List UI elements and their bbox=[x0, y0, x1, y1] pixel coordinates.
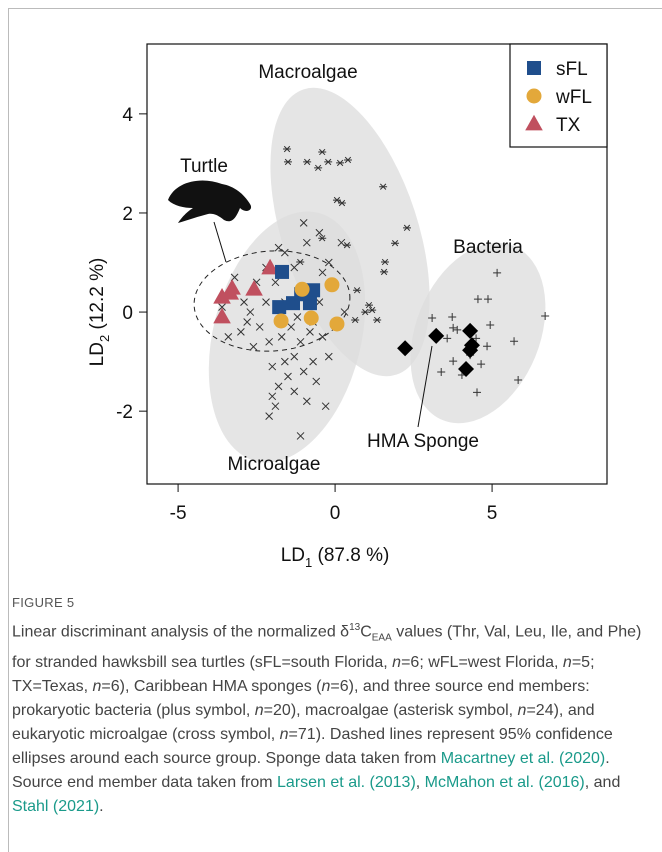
turtle-silhouette bbox=[168, 181, 251, 223]
square-marker bbox=[275, 265, 289, 279]
figure-caption: Linear discriminant analysis of the norm… bbox=[12, 616, 642, 819]
legend-label: wFL bbox=[555, 87, 592, 108]
y-label-rest: (12.2 %) bbox=[87, 258, 108, 335]
x-label-sub: 1 bbox=[305, 555, 312, 570]
y-label-main: LD bbox=[87, 342, 108, 366]
circle-marker bbox=[304, 311, 319, 326]
citation-link[interactable]: Larsen et al. (2013) bbox=[277, 774, 416, 791]
y-tick-label: -2 bbox=[116, 402, 133, 423]
legend-label: sFL bbox=[556, 59, 588, 80]
caption-text: n bbox=[280, 726, 289, 743]
caption-text: C bbox=[360, 623, 372, 640]
citation-link[interactable]: Stahl (2021) bbox=[12, 798, 99, 815]
annotation: Bacteria bbox=[453, 237, 523, 258]
annotation: HMA Sponge bbox=[367, 431, 479, 452]
circle-marker bbox=[274, 313, 289, 328]
x-axis-label: LD1 (87.8 %) bbox=[281, 545, 390, 570]
y-tick-label: 0 bbox=[122, 303, 133, 324]
y-axis-label: LD2 (12.2 %) bbox=[87, 258, 112, 367]
caption-text: EAA bbox=[372, 633, 392, 644]
caption-text: Linear discriminant analysis of the norm… bbox=[12, 623, 349, 640]
annotation: Macroalgae bbox=[258, 62, 357, 83]
y-tick-label: 4 bbox=[122, 105, 133, 126]
figure-label: FIGURE 5 bbox=[12, 595, 74, 610]
citation-link[interactable]: McMahon et al. (2016) bbox=[425, 774, 585, 791]
x-tick-label: -5 bbox=[170, 503, 187, 524]
annotation: Microalgae bbox=[228, 454, 321, 475]
caption-text: , bbox=[416, 774, 425, 791]
caption-text: 13 bbox=[349, 622, 360, 633]
chart: Macroalgae Turtle Bacteria HMA Sponge Mi… bbox=[0, 0, 662, 580]
caption-text: n bbox=[392, 654, 401, 671]
y-tick-label: 2 bbox=[122, 204, 133, 225]
x-tick-label: 5 bbox=[487, 503, 498, 524]
x-label-rest: (87.8 %) bbox=[312, 545, 389, 566]
annotation: Turtle bbox=[180, 156, 228, 177]
turtle-leader bbox=[214, 222, 226, 262]
page: Macroalgae Turtle Bacteria HMA Sponge Mi… bbox=[0, 0, 662, 851]
caption-text: =20), macroalgae (asterisk symbol, bbox=[264, 702, 518, 719]
caption-text: , and bbox=[585, 774, 621, 791]
caption-text: =6; wFL=west Florida, bbox=[401, 654, 563, 671]
square-marker bbox=[272, 300, 286, 314]
square-marker bbox=[303, 296, 317, 310]
caption-text: . bbox=[99, 798, 103, 815]
circle-marker bbox=[329, 316, 344, 331]
caption-text: =6), Caribbean HMA sponges ( bbox=[101, 678, 321, 695]
circle-marker bbox=[527, 89, 542, 104]
caption-text: n bbox=[563, 654, 572, 671]
y-label-sub: 2 bbox=[97, 335, 112, 342]
caption-text: n bbox=[255, 702, 264, 719]
x-label-main: LD bbox=[281, 545, 305, 566]
square-marker bbox=[527, 61, 541, 75]
circle-marker bbox=[295, 282, 310, 297]
x-tick-label: 0 bbox=[330, 503, 341, 524]
circle-marker bbox=[324, 277, 339, 292]
citation-link[interactable]: Macartney et al. (2020) bbox=[441, 750, 606, 767]
legend-label: TX bbox=[556, 115, 581, 136]
